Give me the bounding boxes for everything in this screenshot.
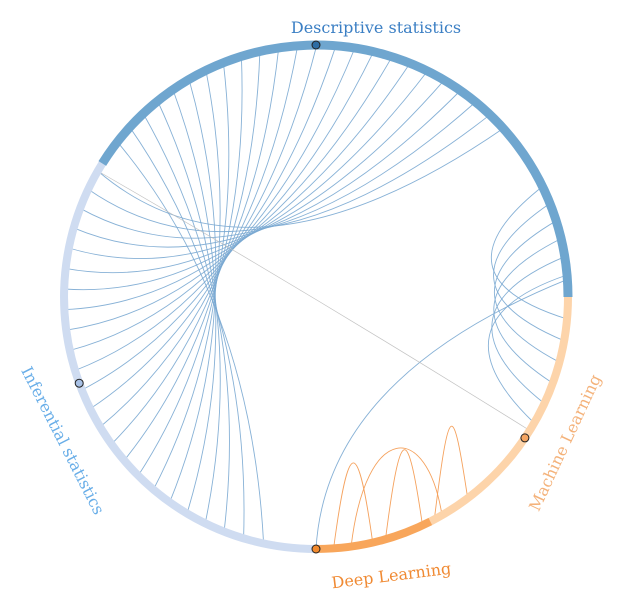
chord-descriptive-machine bbox=[487, 274, 568, 424]
chord-inferential-descriptive bbox=[172, 89, 217, 514]
label-inferential-statistics: Inferential statistics bbox=[17, 363, 108, 517]
chord-inferential-descriptive bbox=[169, 79, 217, 503]
chord-inferential-descriptive bbox=[81, 44, 318, 391]
node-inferential bbox=[74, 378, 84, 388]
chord-descriptive-machine bbox=[491, 256, 565, 404]
chord-descriptive-machine bbox=[493, 238, 562, 384]
chord-inferential-descriptive bbox=[129, 126, 245, 539]
label-deep-learning: Deep Learning bbox=[330, 559, 452, 593]
chord-deep-deep bbox=[385, 449, 423, 540]
chord-deep-deep bbox=[350, 447, 443, 547]
node-machine bbox=[520, 433, 530, 443]
node-descriptive bbox=[311, 40, 321, 50]
chord-descriptive-machine bbox=[493, 220, 560, 363]
chord-inferential-descriptive bbox=[157, 100, 221, 524]
chord-inferential-descriptive bbox=[137, 62, 230, 476]
arc-machine bbox=[428, 296, 572, 526]
chord-inferential-descriptive bbox=[153, 70, 221, 490]
chord-inferential-descriptive bbox=[73, 90, 461, 248]
chord-descriptive-machine bbox=[490, 186, 568, 320]
node-deep bbox=[311, 544, 321, 554]
chord-inferential-machine bbox=[97, 170, 530, 431]
label-machine-learning: Machine Learning bbox=[525, 371, 605, 514]
chord-descriptive-deep bbox=[315, 278, 568, 550]
chord-inferential-descriptive bbox=[117, 141, 265, 544]
chord-inferential-descriptive bbox=[123, 56, 243, 461]
chord-inferential-descriptive bbox=[64, 56, 393, 311]
label-descriptive-statistics: Descriptive statistics bbox=[291, 18, 461, 37]
chord-inferential-descriptive bbox=[69, 47, 356, 351]
chord-inferential-descriptive bbox=[89, 45, 299, 410]
chord-links bbox=[64, 44, 568, 550]
chord-descriptive-machine bbox=[493, 203, 565, 342]
group-arcs bbox=[60, 40, 573, 553]
chord-inferential-descriptive bbox=[111, 51, 261, 445]
group-nodes bbox=[74, 40, 530, 554]
arc-deep bbox=[315, 517, 433, 553]
chord-inferential-descriptive bbox=[64, 62, 411, 291]
chord-deep-deep bbox=[333, 462, 374, 549]
chord-deep-deep bbox=[433, 425, 469, 520]
chord-inferential-descriptive bbox=[74, 45, 337, 371]
chord-inferential-descriptive bbox=[99, 47, 280, 428]
chord-inferential-descriptive bbox=[142, 113, 230, 532]
chord-inferential-descriptive bbox=[79, 101, 476, 239]
chord-inferential-descriptive bbox=[68, 79, 445, 259]
chord-inferential-descriptive bbox=[87, 114, 491, 233]
chord-inferential-descriptive bbox=[65, 70, 428, 274]
chord-inferential-descriptive bbox=[66, 51, 375, 331]
arc-inferential bbox=[60, 161, 317, 553]
chord-inferential-descriptive bbox=[97, 128, 504, 228]
arc-descriptive bbox=[98, 40, 573, 298]
